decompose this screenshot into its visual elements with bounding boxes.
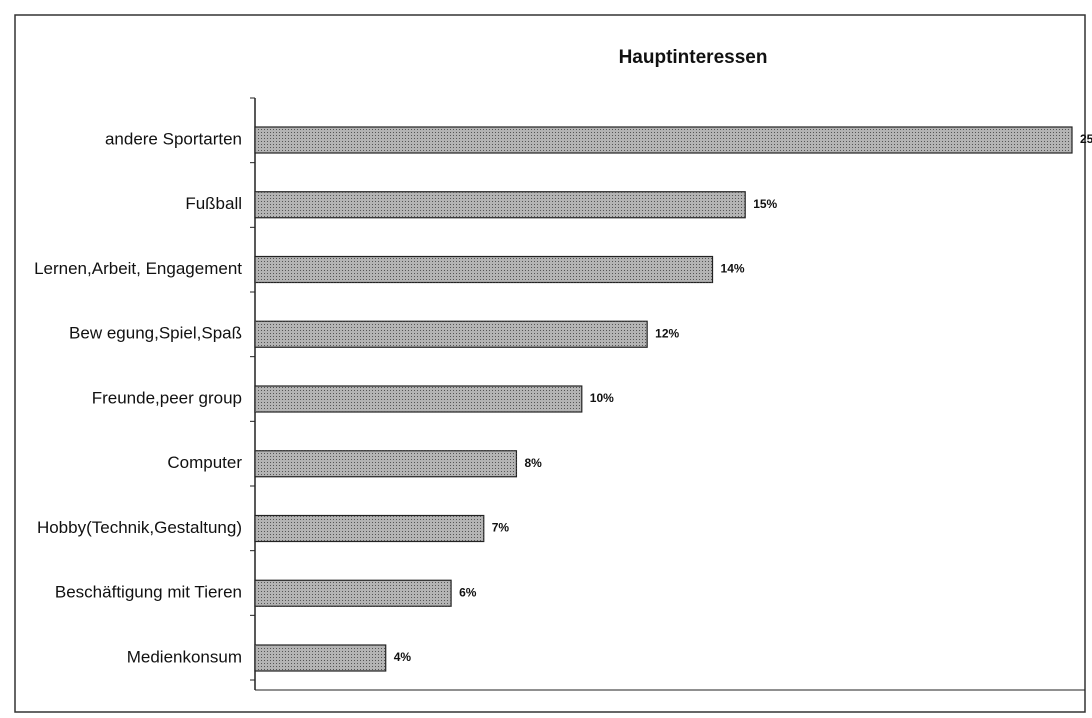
frame xyxy=(14,14,1086,713)
y-tick-label: Fußball xyxy=(185,194,242,213)
value-label: 10% xyxy=(590,391,614,405)
bar-texture xyxy=(255,580,452,607)
value-label: 12% xyxy=(655,326,679,340)
y-tick-label: Computer xyxy=(167,453,242,472)
y-tick-label: Lernen,Arbeit, Engagement xyxy=(34,259,242,278)
bar-texture xyxy=(255,645,386,671)
y-tick-label: Bew egung,Spiel,Spaß xyxy=(69,324,242,343)
y-tick-label: andere Sportarten xyxy=(105,129,242,148)
y-tick-label: Hobby(Technik,Gestaltung) xyxy=(37,518,242,537)
value-label: 15% xyxy=(753,197,777,211)
y-tick-label: Freunde,peer group xyxy=(92,388,242,407)
value-label: 14% xyxy=(721,262,745,276)
bar-texture xyxy=(255,386,582,412)
bar-texture xyxy=(255,127,1072,153)
bar-texture xyxy=(255,256,713,283)
value-label: 25 xyxy=(1080,132,1092,146)
chart-title: Hauptinteressen xyxy=(619,47,768,68)
value-label: 7% xyxy=(492,521,510,535)
bar-texture xyxy=(255,321,648,348)
bar-texture xyxy=(255,191,746,218)
bar-texture xyxy=(255,450,517,477)
value-label: 4% xyxy=(394,650,412,664)
bar-texture xyxy=(255,515,484,542)
y-tick-label: Beschäftigung mit Tieren xyxy=(55,583,242,602)
value-label: 6% xyxy=(459,585,477,599)
y-tick-label: Medienkonsum xyxy=(127,647,242,666)
value-label: 8% xyxy=(524,456,542,470)
